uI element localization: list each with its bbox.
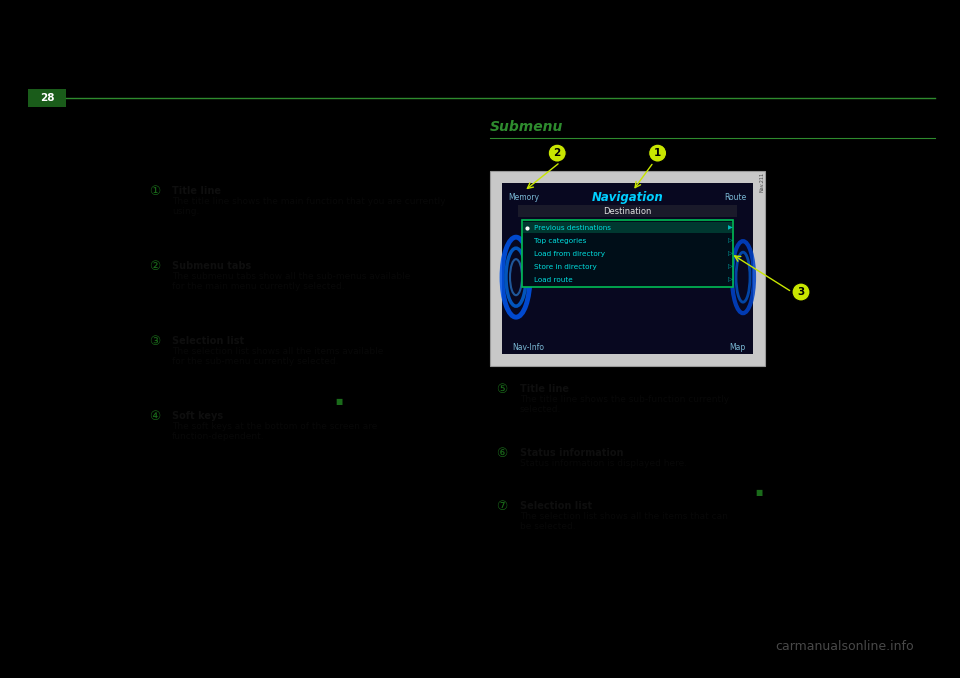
FancyBboxPatch shape (502, 183, 753, 354)
Text: ⑦: ⑦ (496, 500, 508, 513)
Text: selected.: selected. (520, 405, 562, 414)
Text: 3: 3 (798, 287, 804, 297)
Text: Status information: Status information (520, 448, 623, 458)
Text: Submenu tabs: Submenu tabs (172, 261, 252, 271)
FancyBboxPatch shape (523, 222, 732, 233)
Circle shape (649, 144, 666, 162)
Text: Route: Route (724, 193, 746, 201)
Text: ▶: ▶ (728, 225, 732, 230)
Text: ⑥: ⑥ (496, 447, 508, 460)
Text: for the sub-menu currently selected.: for the sub-menu currently selected. (172, 357, 339, 366)
Text: Submenu: Submenu (490, 119, 564, 134)
Text: ▷: ▷ (728, 238, 732, 243)
Text: Store in directory: Store in directory (534, 264, 597, 270)
Text: ②: ② (150, 260, 160, 273)
Text: ⑤: ⑤ (496, 383, 508, 396)
Circle shape (548, 144, 566, 162)
Text: Destination: Destination (603, 207, 652, 216)
Text: Memory: Memory (509, 193, 540, 201)
Text: function-dependent.: function-dependent. (172, 432, 265, 441)
Text: ①: ① (150, 185, 160, 198)
Text: Top categories: Top categories (534, 237, 587, 243)
Text: Load route: Load route (534, 277, 573, 283)
Text: The title line shows the sub-function currently: The title line shows the sub-function cu… (520, 395, 730, 404)
Text: Title line: Title line (520, 384, 569, 394)
Text: Navigation: Navigation (591, 191, 663, 203)
Text: 1: 1 (654, 148, 661, 158)
Text: The selection list shows all the items available: The selection list shows all the items a… (172, 347, 383, 356)
FancyBboxPatch shape (522, 220, 733, 287)
Text: for the main menu currently selected.: for the main menu currently selected. (172, 282, 345, 292)
Text: 28: 28 (39, 94, 55, 103)
Text: ▷: ▷ (728, 277, 732, 282)
Text: carmanualsonline.info: carmanualsonline.info (776, 640, 914, 653)
Text: The title line shows the main function that you are currently: The title line shows the main function t… (172, 197, 445, 206)
Circle shape (792, 283, 810, 301)
Text: The soft keys at the bottom of the screen are: The soft keys at the bottom of the scree… (172, 422, 377, 431)
Text: ▷: ▷ (728, 264, 732, 269)
Text: Soft keys: Soft keys (172, 411, 223, 421)
Text: Selection list: Selection list (520, 501, 592, 511)
Text: Title line: Title line (172, 186, 221, 196)
Text: Load from directory: Load from directory (534, 251, 605, 256)
Text: Previous destinations: Previous destinations (534, 224, 611, 231)
Text: ■: ■ (755, 488, 762, 498)
FancyBboxPatch shape (518, 205, 737, 217)
Text: be selected.: be selected. (520, 522, 576, 532)
Text: Status information is displayed here.: Status information is displayed here. (520, 460, 687, 468)
Text: Nav-Info: Nav-Info (512, 342, 544, 352)
Text: Selection list: Selection list (172, 336, 244, 346)
Text: Nav.211: Nav.211 (759, 172, 764, 193)
FancyBboxPatch shape (490, 171, 765, 366)
Text: ③: ③ (150, 335, 160, 348)
Text: The selection list shows all the items that can: The selection list shows all the items t… (520, 513, 728, 521)
Text: ▷: ▷ (728, 251, 732, 256)
Text: The submenu tabs show all the sub-menus available: The submenu tabs show all the sub-menus … (172, 273, 410, 281)
Text: ④: ④ (150, 410, 160, 423)
Text: ■: ■ (335, 397, 343, 406)
Text: 2: 2 (554, 148, 561, 158)
Text: Map: Map (729, 342, 745, 352)
Text: using.: using. (172, 207, 200, 216)
FancyBboxPatch shape (28, 89, 66, 107)
